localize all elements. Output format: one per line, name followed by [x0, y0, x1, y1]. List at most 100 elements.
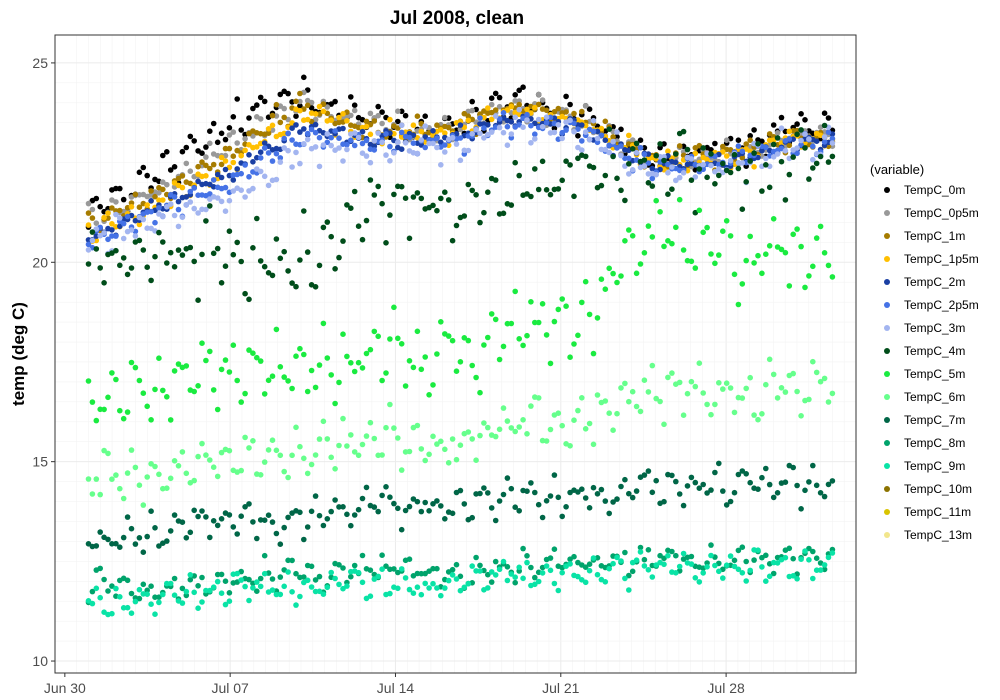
point-TempC_6m-117 — [543, 438, 550, 444]
legend-item-TempC_6m: TempC_6m — [884, 390, 965, 404]
point-TempC_3m-87 — [426, 140, 432, 147]
point-TempC_9m-109 — [512, 574, 518, 580]
point-TempC_5m-82 — [406, 358, 413, 364]
point-TempC_4m-110 — [516, 172, 522, 179]
point-TempC_9m-167 — [739, 570, 746, 576]
point-TempC_9m-18 — [156, 599, 162, 606]
point-TempC_9m-98 — [469, 563, 476, 569]
point-TempC_5m-142 — [641, 250, 648, 256]
point-TempC_3m-185 — [810, 156, 816, 163]
point-TempC_3m-90 — [438, 162, 444, 168]
point-TempC_5m-162 — [720, 228, 726, 234]
point-TempC_5m-187 — [817, 223, 824, 230]
point-TempC_0m-7 — [113, 185, 119, 192]
point-TempC_0m-128 — [586, 106, 593, 112]
point-TempC_0p5m-25 — [183, 160, 190, 167]
point-TempC_0m-79 — [395, 118, 401, 125]
point-TempC_5m-170 — [751, 260, 757, 266]
point-TempC_3m-64 — [336, 145, 342, 151]
point-TempC_6m-130 — [594, 392, 601, 398]
point-TempC_7m-9 — [120, 534, 127, 541]
point-TempC_9m-1 — [89, 600, 96, 607]
point-TempC_4m-92 — [445, 197, 452, 203]
point-TempC_1m-50 — [281, 114, 288, 121]
point-TempC_2m-42 — [250, 159, 256, 165]
legend-label-TempC_9m: TempC_9m — [904, 459, 965, 473]
point-TempC_9m-152 — [680, 550, 687, 557]
point-TempC_1m-30 — [203, 162, 209, 169]
point-TempC_9m-33 — [214, 578, 221, 585]
point-TempC_2p5m-129 — [590, 128, 597, 135]
point-TempC_0m-22 — [171, 164, 178, 170]
point-TempC_5m-47 — [269, 373, 276, 380]
point-TempC_2p5m-71 — [363, 137, 370, 144]
point-TempC_7m-6 — [109, 541, 115, 547]
point-TempC_5m-123 — [567, 354, 573, 361]
legend-key-TempC_9m — [884, 463, 890, 469]
point-TempC_5m-158 — [704, 224, 710, 231]
point-TempC_1p5m-90 — [438, 127, 444, 133]
point-TempC_7m-140 — [633, 488, 640, 494]
point-TempC_7m-83 — [410, 496, 417, 502]
point-TempC_4m-24 — [179, 252, 186, 258]
point-TempC_9m-141 — [637, 549, 644, 555]
point-TempC_2m-6 — [109, 227, 115, 233]
point-TempC_7m-166 — [735, 471, 742, 478]
point-TempC_7m-13 — [136, 535, 143, 541]
point-TempC_7m-79 — [395, 505, 401, 512]
point-TempC_2p5m-112 — [524, 111, 530, 118]
point-TempC_9m-31 — [207, 587, 213, 594]
point-TempC_7m-0 — [85, 541, 92, 547]
point-TempC_5m-64 — [336, 379, 342, 386]
point-TempC_0m-125 — [575, 133, 581, 139]
point-TempC_0p5m-127 — [582, 103, 589, 109]
point-TempC_9m-120 — [555, 587, 562, 594]
point-TempC_5m-66 — [344, 353, 350, 360]
point-TempC_6m-11 — [128, 447, 135, 453]
point-TempC_6m-177 — [778, 385, 785, 391]
point-TempC_9m-89 — [434, 585, 440, 591]
point-TempC_2m-58 — [312, 121, 319, 128]
point-TempC_2p5m-83 — [410, 140, 417, 146]
point-TempC_4m-116 — [539, 158, 546, 165]
point-TempC_3m-7 — [113, 211, 119, 218]
point-TempC_5m-55 — [301, 351, 307, 358]
point-TempC_7m-100 — [477, 490, 483, 497]
point-TempC_6m-45 — [261, 459, 268, 465]
point-TempC_6m-184 — [806, 396, 812, 403]
point-TempC_7m-27 — [191, 507, 197, 514]
point-TempC_4m-174 — [766, 184, 773, 191]
point-TempC_3m-36 — [226, 197, 233, 204]
point-TempC_2p5m-47 — [269, 158, 276, 164]
point-TempC_6m-66 — [344, 443, 350, 449]
point-TempC_1p5m-60 — [320, 108, 327, 115]
point-TempC_5m-159 — [708, 251, 714, 257]
point-TempC_4m-142 — [641, 157, 648, 163]
point-TempC_6m-185 — [810, 358, 816, 365]
point-TempC_7m-167 — [739, 468, 746, 474]
point-TempC_6m-25 — [183, 470, 190, 477]
point-TempC_3m-45 — [261, 173, 268, 180]
point-TempC_0m-2 — [93, 195, 100, 202]
point-TempC_7m-169 — [747, 479, 753, 486]
point-TempC_1m-48 — [273, 101, 280, 108]
point-TempC_5m-4 — [101, 406, 107, 413]
point-TempC_4m-156 — [696, 166, 703, 172]
point-TempC_2p5m-49 — [277, 155, 284, 161]
point-TempC_7m-70 — [359, 495, 366, 502]
point-TempC_1m-115 — [535, 101, 542, 108]
point-TempC_5m-172 — [759, 270, 765, 277]
point-TempC_6m-64 — [336, 442, 342, 449]
point-TempC_3m-33 — [214, 195, 221, 201]
point-TempC_7m-43 — [253, 535, 260, 542]
point-TempC_3m-69 — [355, 134, 362, 141]
point-TempC_3m-53 — [293, 149, 299, 156]
point-TempC_9m-59 — [316, 588, 323, 595]
point-TempC_4m-152 — [680, 128, 687, 135]
point-TempC_4m-167 — [739, 206, 746, 212]
point-TempC_0m-86 — [422, 113, 429, 119]
point-TempC_8m-95 — [457, 573, 464, 580]
point-TempC_9m-87 — [426, 585, 432, 591]
point-TempC_5m-90 — [438, 319, 444, 325]
point-TempC_2m-126 — [579, 122, 585, 128]
